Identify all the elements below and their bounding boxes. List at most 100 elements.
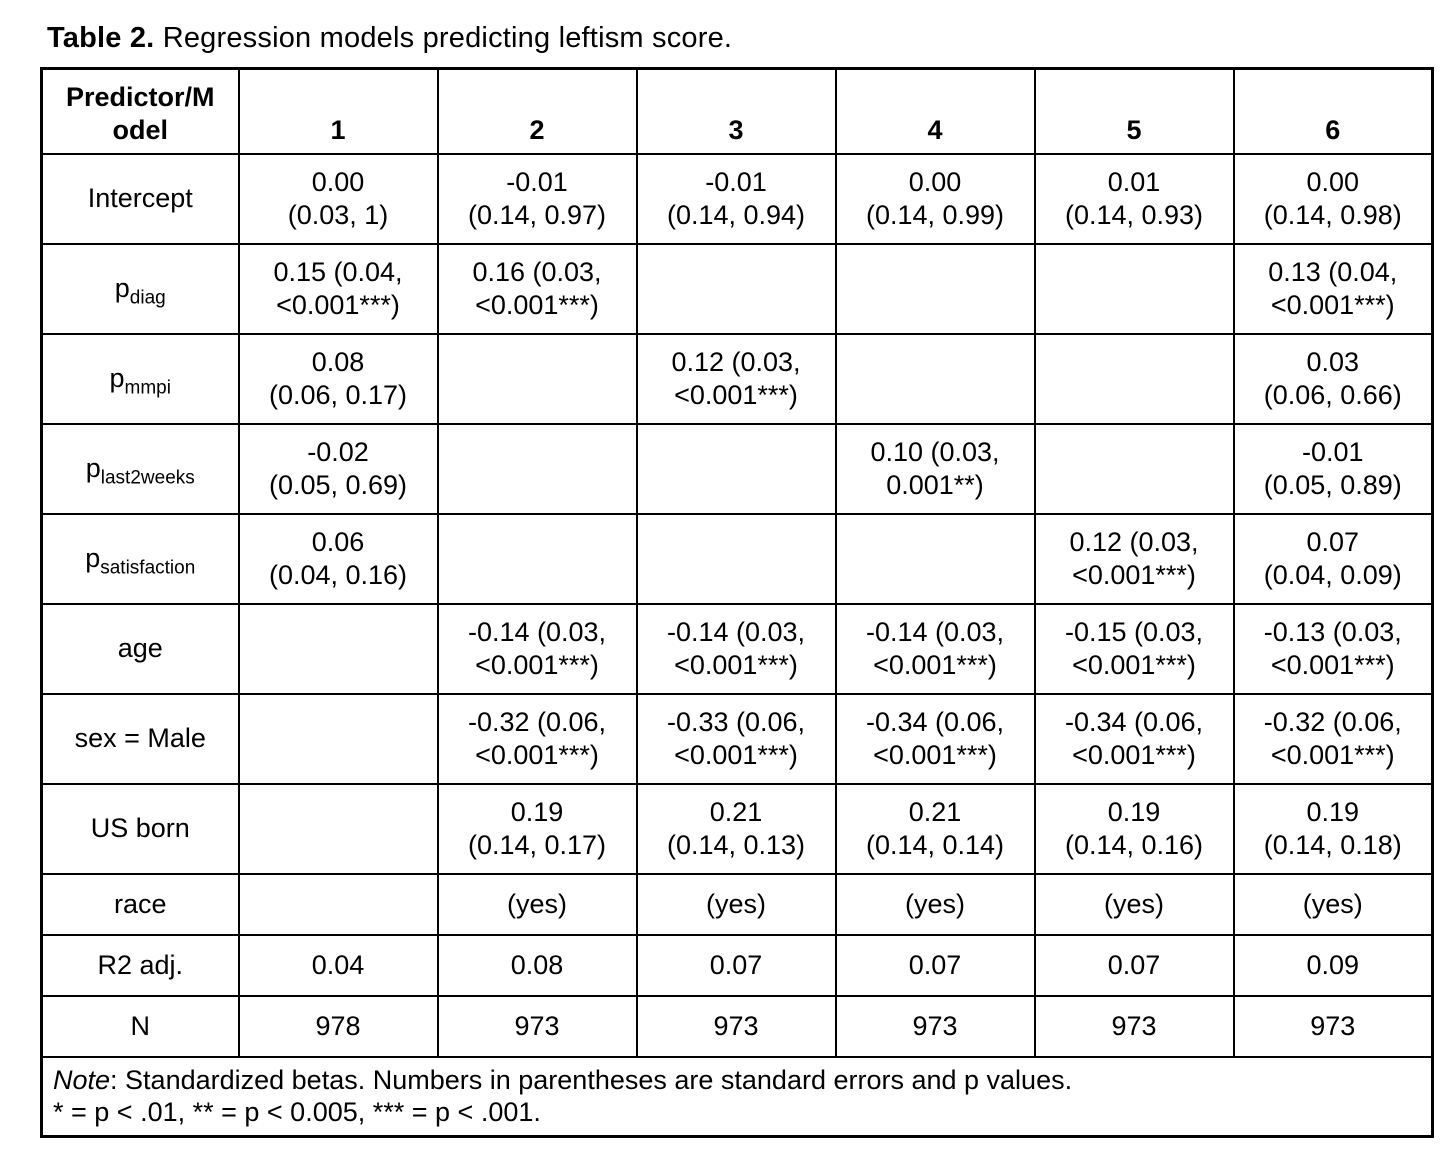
table-cell: 0.00 (0.14, 0.99) — [834, 152, 1036, 245]
table-cell: 0.00 (0.14, 0.98) — [1232, 152, 1434, 245]
row-label: race — [40, 872, 240, 936]
note-row: Note: Standardized betas. Numbers in par… — [40, 1055, 1434, 1138]
table-cell — [436, 332, 638, 425]
table-row: pmmpi 0.08 (0.06, 0.17) 0.12 (0.03, <0.001**… — [40, 332, 1434, 425]
table-cell: 0.04 — [237, 933, 439, 997]
table-cell: (yes) — [1033, 872, 1235, 936]
table-title-number: Table 2. — [47, 22, 155, 54]
table-cell: 0.19 (0.14, 0.18) — [1232, 782, 1434, 875]
row-label: plast2weeks — [40, 422, 240, 515]
table-cell: -0.15 (0.03, <0.001***) — [1033, 602, 1235, 695]
table-cell — [635, 242, 837, 335]
table-cell: 0.12 (0.03, <0.001***) — [635, 332, 837, 425]
table-cell: 0.10 (0.03, 0.001**) — [834, 422, 1036, 515]
table-cell: 0.01 (0.14, 0.93) — [1033, 152, 1235, 245]
row-label: sex = Male — [40, 692, 240, 785]
table-cell: -0.14 (0.03, <0.001***) — [436, 602, 638, 695]
table-cell — [436, 512, 638, 605]
table-cell: 0.15 (0.04, <0.001***) — [237, 242, 439, 335]
model-number-header: 3 — [635, 67, 837, 155]
table-cell: 973 — [1232, 994, 1434, 1058]
table-cell: 0.08 — [436, 933, 638, 997]
table-cell: 0.07 — [635, 933, 837, 997]
table-cell — [635, 422, 837, 515]
table-cell: 978 — [237, 994, 439, 1058]
row-label-subscript: satisfaction — [100, 557, 196, 579]
model-number-header: 5 — [1033, 67, 1235, 155]
table-cell: 0.06 (0.04, 0.16) — [237, 512, 439, 605]
table-row: psatisfaction 0.06 (0.04, 0.16) 0.12 (0.03,… — [40, 512, 1434, 605]
table-body: Predictor/M odel 1 2 3 4 5 6 Intercept 0.00 (0.03,… — [40, 67, 1434, 1138]
regression-table: Predictor/M odel 1 2 3 4 5 6 Intercept 0.00 (0.03,… — [40, 67, 1434, 1139]
table-cell: 0.07 (0.04, 0.09) — [1232, 512, 1434, 605]
row-label: age — [40, 602, 240, 695]
table-cell — [237, 782, 439, 875]
table-note: Note: Standardized betas. Numbers in par… — [40, 1055, 1434, 1138]
table-cell: -0.34 (0.06, <0.001***) — [1033, 692, 1235, 785]
table-cell: -0.01 (0.05, 0.89) — [1232, 422, 1434, 515]
predictor-model-header: Predictor/M odel — [40, 67, 240, 155]
table-cell — [237, 692, 439, 785]
row-label-subscript: diag — [129, 287, 166, 309]
table-row: plast2weeks -0.02 (0.05, 0.69) 0.10 (0.03, 0… — [40, 422, 1434, 515]
table-cell: -0.34 (0.06, <0.001***) — [834, 692, 1036, 785]
table-cell: -0.14 (0.03, <0.001***) — [635, 602, 837, 695]
table-cell — [1033, 422, 1235, 515]
table-row: sex = Male -0.32 (0.06, <0.001***) -0.33 (0… — [40, 692, 1434, 785]
model-number-header: 6 — [1232, 67, 1434, 155]
table-cell: 0.09 — [1232, 933, 1434, 997]
table-cell: 0.03 (0.06, 0.66) — [1232, 332, 1434, 425]
table-cell: -0.33 (0.06, <0.001***) — [635, 692, 837, 785]
table-cell: (yes) — [834, 872, 1036, 936]
row-label: N — [40, 994, 240, 1058]
table-cell — [436, 422, 638, 515]
table-cell: 0.19 (0.14, 0.17) — [436, 782, 638, 875]
table-row: age -0.14 (0.03, <0.001***) -0.14 (0.03, <0.… — [40, 602, 1434, 695]
table-cell: -0.32 (0.06, <0.001***) — [1232, 692, 1434, 785]
row-label-subscript: last2weeks — [100, 467, 195, 489]
row-label: psatisfaction — [40, 512, 240, 605]
table-cell — [635, 512, 837, 605]
table-row: US born 0.19 (0.14, 0.17) 0.21 (0.14, 0.13) 0… — [40, 782, 1434, 875]
table-cell: 0.00 (0.03, 1) — [237, 152, 439, 245]
table-cell: 0.07 — [1033, 933, 1235, 997]
row-label: pdiag — [40, 242, 240, 335]
header-row: Predictor/M odel 1 2 3 4 5 6 — [40, 67, 1434, 155]
table-cell: (yes) — [1232, 872, 1434, 936]
table-cell: -0.02 (0.05, 0.69) — [237, 422, 439, 515]
table-cell: 973 — [1033, 994, 1235, 1058]
table-cell: 0.08 (0.06, 0.17) — [237, 332, 439, 425]
table-cell: (yes) — [635, 872, 837, 936]
table-cell: (yes) — [436, 872, 638, 936]
model-number-header: 4 — [834, 67, 1036, 155]
table-cell: 0.07 — [834, 933, 1036, 997]
table-cell — [1033, 332, 1235, 425]
table-cell: 0.21 (0.14, 0.14) — [834, 782, 1036, 875]
table-cell — [237, 872, 439, 936]
table-cell — [237, 602, 439, 695]
table-cell — [834, 512, 1036, 605]
table-cell — [834, 242, 1036, 335]
row-label: pmmpi — [40, 332, 240, 425]
table-cell: 0.21 (0.14, 0.13) — [635, 782, 837, 875]
table-cell: 973 — [635, 994, 837, 1058]
note-lead: Note — [53, 1064, 111, 1095]
table-row: N 978 973 973 973 973 973 — [40, 994, 1434, 1058]
table-row: race (yes) (yes) (yes) (yes) (yes) — [40, 872, 1434, 936]
table-cell: -0.32 (0.06, <0.001***) — [436, 692, 638, 785]
row-label: US born — [40, 782, 240, 875]
table-cell: -0.01 (0.14, 0.94) — [635, 152, 837, 245]
table-cell: 0.19 (0.14, 0.16) — [1033, 782, 1235, 875]
table-title-text: Regression models predicting leftism sco… — [154, 22, 733, 54]
table-cell: -0.01 (0.14, 0.97) — [436, 152, 638, 245]
table-cell: 0.16 (0.03, <0.001***) — [436, 242, 638, 335]
model-number-header: 2 — [436, 67, 638, 155]
table-cell: 973 — [834, 994, 1036, 1058]
table-cell: -0.13 (0.03, <0.001***) — [1232, 602, 1434, 695]
table-cell: -0.14 (0.03, <0.001***) — [834, 602, 1036, 695]
table-row: Intercept 0.00 (0.03, 1) -0.01 (0.14, 0.97) -… — [40, 152, 1434, 245]
row-label: Intercept — [40, 152, 240, 245]
row-label: R2 adj. — [40, 933, 240, 997]
table-cell — [1033, 242, 1235, 335]
